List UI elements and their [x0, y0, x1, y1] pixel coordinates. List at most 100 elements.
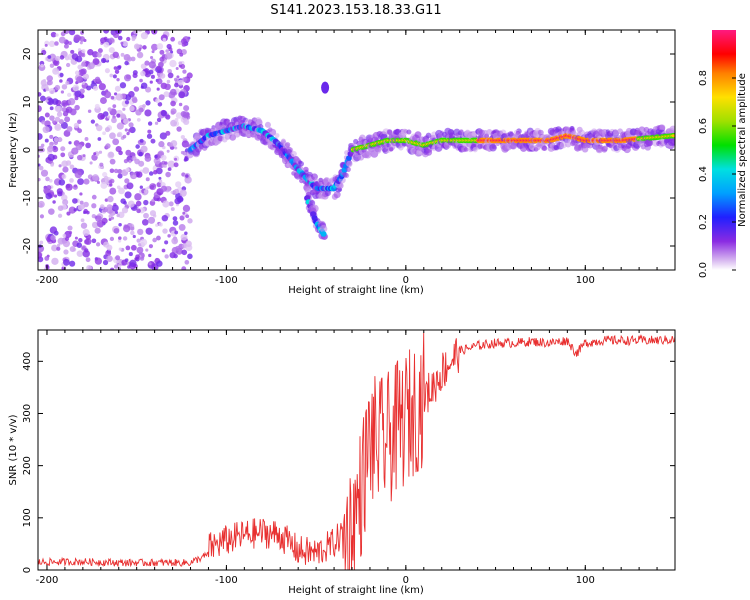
noise-cell: [106, 204, 113, 211]
noise-cell: [40, 95, 46, 102]
noise-cell: [83, 210, 87, 215]
band-halo: [400, 128, 409, 136]
snr-series-line: [38, 332, 675, 570]
noise-cell: [124, 74, 132, 82]
band-halo: [555, 126, 562, 133]
noise-cell: [179, 63, 186, 70]
noise-cell: [103, 175, 109, 181]
noise-cell: [115, 93, 123, 101]
noise-cell: [96, 52, 102, 58]
noise-cell: [118, 211, 125, 219]
noise-cell: [120, 113, 126, 120]
noise-cell: [153, 157, 161, 165]
y-tick-label: 400: [22, 352, 33, 371]
noise-cell: [128, 160, 132, 164]
noise-cell: [172, 220, 179, 226]
noise-cell: [54, 41, 59, 46]
noise-cell: [177, 40, 183, 46]
noise-cell: [184, 156, 189, 162]
noise-cell: [45, 176, 50, 182]
noise-cell: [47, 145, 54, 153]
noise-cell: [76, 154, 83, 161]
noise-cell: [55, 33, 59, 37]
band-halo: [613, 129, 619, 136]
noise-cell: [85, 142, 91, 149]
noise-cell: [38, 92, 42, 97]
noise-cell: [128, 252, 133, 257]
noise-cell: [132, 73, 138, 79]
colorbar-tick-label: 0.0: [698, 262, 709, 278]
noise-cell: [175, 66, 179, 70]
noise-cell: [120, 41, 124, 45]
noise-cell: [136, 117, 141, 122]
noise-cell: [128, 128, 132, 133]
snr-marks: [38, 332, 675, 570]
noise-cell: [111, 117, 117, 124]
noise-cell: [79, 192, 83, 196]
noise-cell: [143, 199, 149, 206]
noise-cell: [126, 131, 130, 136]
noise-cell: [178, 223, 186, 231]
noise-cell: [125, 245, 131, 251]
noise-cell: [134, 158, 140, 165]
noise-cell: [108, 151, 114, 158]
noise-cell: [180, 134, 185, 140]
band-halo: [669, 138, 675, 146]
band-halo: [325, 190, 331, 197]
noise-cell: [147, 129, 152, 134]
noise-cell: [87, 49, 94, 56]
noise-cell: [110, 95, 115, 100]
drop-branch-halo: [309, 200, 316, 206]
noise-cell: [176, 196, 184, 203]
snr-xlabel: Height of straight line (km): [288, 585, 424, 596]
snr-frame: [37, 329, 676, 571]
noise-cell: [38, 251, 43, 259]
noise-cell: [74, 96, 79, 101]
noise-cell: [52, 200, 56, 204]
noise-cell: [154, 121, 159, 125]
noise-cell: [57, 213, 63, 218]
noise-cell: [74, 70, 80, 76]
noise-cell: [63, 43, 69, 49]
noise-cell: [53, 137, 59, 143]
noise-cell: [61, 100, 69, 108]
band-core: [671, 134, 675, 138]
noise-cell: [59, 55, 65, 60]
noise-cell: [92, 174, 99, 181]
noise-cell: [108, 47, 115, 54]
noise-cell: [185, 240, 192, 248]
snr-axes: -200 -100 0 100 0 100 200 300 400: [22, 330, 676, 586]
noise-cell: [168, 91, 176, 99]
noise-cell: [179, 215, 185, 221]
noise-cell: [182, 211, 186, 215]
drop-branch-halo: [305, 194, 311, 200]
noise-cell: [165, 114, 171, 120]
noise-cell: [56, 111, 63, 117]
noise-cell: [139, 138, 144, 143]
noise-cell: [118, 247, 122, 251]
noise-cell: [145, 100, 151, 106]
noise-cell: [158, 179, 163, 184]
noise-cell: [64, 55, 70, 61]
band-halo: [645, 139, 653, 147]
noise-cell: [162, 228, 168, 234]
noise-cell: [77, 48, 82, 52]
y-tick-label: 10: [22, 96, 33, 109]
band-halo: [478, 129, 485, 136]
noise-cell: [58, 164, 62, 168]
noise-cell: [130, 230, 135, 236]
noise-cell: [176, 75, 180, 79]
noise-cell: [156, 167, 163, 175]
noise-cell: [144, 60, 150, 66]
noise-cell: [140, 82, 148, 89]
noise-cell: [81, 246, 86, 250]
noise-cell: [134, 257, 138, 261]
x-tick-label: 0: [403, 575, 409, 586]
colorbar-label: Normalized spectral amplitude: [737, 73, 748, 227]
noise-cell: [68, 141, 72, 145]
noise-cell: [104, 126, 111, 133]
noise-cell: [179, 189, 187, 197]
noise-cell: [184, 176, 192, 184]
noise-cell: [143, 189, 148, 194]
noise-cell: [91, 203, 97, 209]
